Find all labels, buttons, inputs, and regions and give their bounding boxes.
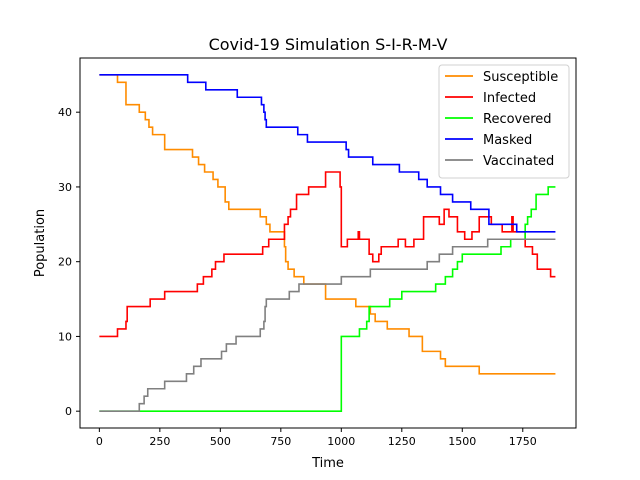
legend-box [438, 64, 570, 179]
series-line-infected [99, 171, 556, 338]
y-tick-label: 20 [58, 256, 72, 269]
x-tick-label: 1500 [448, 435, 476, 448]
x-tick-label: 500 [210, 435, 231, 448]
series-line-vaccinated [99, 238, 556, 412]
x-tick-label: 1000 [327, 435, 355, 448]
series-line-susceptible [99, 74, 556, 375]
y-tick-label: 40 [58, 106, 72, 119]
x-tick-label: 750 [270, 435, 291, 448]
x-tick-label: 250 [149, 435, 170, 448]
plot-frame [79, 57, 577, 429]
y-tick-label: 30 [58, 181, 72, 194]
x-tick-label: 1750 [509, 435, 537, 448]
y-axis-label: Population [33, 209, 48, 277]
series-line-recovered [99, 186, 556, 412]
legend-label-masked: Masked [483, 133, 532, 148]
x-axis-label: Time [311, 456, 344, 471]
chart-title: Covid-19 Simulation S-I-R-M-V [209, 35, 448, 54]
legend: Susceptible Infected Recovered Masked Vaccin… [438, 64, 570, 179]
x-tick-label: 0 [96, 435, 103, 448]
x-tick-label: 1250 [388, 435, 416, 448]
y-axis: 0 10 20 30 40 [58, 106, 80, 418]
legend-label-infected: Infected [483, 91, 536, 106]
legend-label-recovered: Recovered [483, 112, 552, 127]
y-tick-label: 0 [65, 405, 72, 418]
y-tick-label: 10 [58, 330, 72, 343]
plot-lines [99, 74, 556, 412]
legend-label-vaccinated: Vaccinated [483, 154, 554, 169]
legend-label-susceptible: Susceptible [483, 70, 558, 85]
series-line-masked [99, 74, 556, 233]
x-axis: 0 250 500 750 1000 1250 1500 1750 [96, 428, 537, 448]
